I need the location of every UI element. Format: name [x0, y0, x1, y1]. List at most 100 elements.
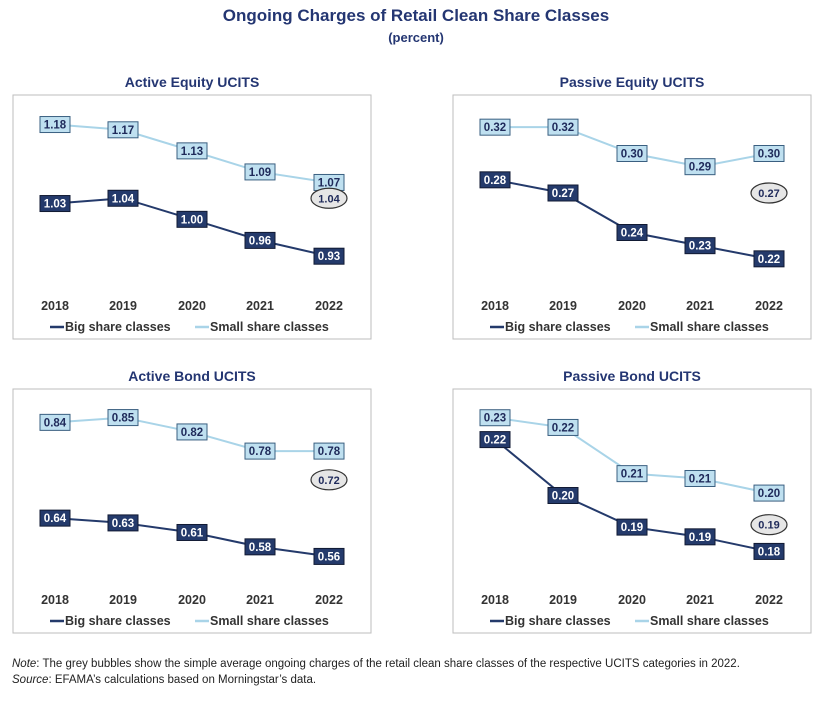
- data-label-big: 0.19: [616, 518, 648, 536]
- data-label-big: 0.61: [176, 523, 208, 541]
- data-label-box: [107, 409, 139, 427]
- data-label-text: 0.93: [318, 251, 340, 263]
- data-label-box: [244, 442, 276, 460]
- data-label-text: 0.19: [621, 522, 643, 534]
- data-label-small: 0.85: [107, 409, 139, 427]
- data-label-text: 0.23: [484, 413, 506, 425]
- x-tick-label: 2019: [109, 593, 137, 607]
- data-label-small: 1.13: [176, 142, 208, 160]
- x-tick-label: 2022: [755, 299, 783, 313]
- bubble-label: 1.04: [318, 193, 340, 205]
- data-label-text: 1.04: [112, 193, 135, 205]
- data-label-box: [39, 195, 71, 213]
- data-label-box: [107, 189, 139, 207]
- data-label-small: 0.30: [753, 145, 785, 162]
- bubble-label: 0.27: [758, 188, 779, 200]
- data-label-big: 0.27: [547, 184, 579, 202]
- data-label-box: [176, 423, 208, 441]
- data-label-box: [547, 487, 579, 505]
- data-label-small: 1.17: [107, 121, 139, 139]
- data-label-small: 0.78: [244, 442, 276, 460]
- data-label-small: 0.32: [547, 118, 579, 136]
- data-label-big: 0.24: [616, 224, 648, 241]
- data-label-box: [616, 518, 648, 536]
- data-label-small: 0.20: [753, 484, 785, 502]
- data-label-text: 0.78: [249, 446, 272, 458]
- data-label-small: 0.21: [616, 465, 648, 483]
- x-tick-label: 2021: [686, 299, 714, 313]
- bubble-shape: [310, 469, 348, 491]
- source-prefix: Source: [12, 674, 49, 686]
- average-bubble: 0.72: [310, 469, 348, 491]
- data-label-text: 0.20: [552, 491, 574, 503]
- data-label-text: 1.17: [112, 125, 134, 137]
- data-label-text: 0.58: [249, 542, 272, 554]
- data-label-big: 1.00: [176, 210, 208, 228]
- data-label-text: 0.18: [758, 546, 781, 558]
- data-label-big: 0.58: [244, 538, 276, 556]
- data-label-big: 0.22: [753, 250, 785, 268]
- data-label-big: 0.23: [684, 237, 716, 255]
- data-label-text: 0.30: [621, 149, 643, 161]
- data-label-text: 1.18: [44, 120, 67, 132]
- data-label-text: 0.22: [758, 254, 780, 266]
- average-bubble: 0.27: [750, 182, 788, 204]
- data-label-box: [547, 184, 579, 202]
- average-bubble: 0.19: [750, 514, 788, 536]
- data-label-box: [684, 528, 716, 546]
- average-bubble: 1.04: [310, 187, 348, 209]
- note-text: : The grey bubbles show the simple avera…: [36, 658, 740, 670]
- data-label-box: [176, 523, 208, 541]
- data-label-box: [616, 224, 648, 241]
- data-label-box: [479, 171, 511, 189]
- data-label-big: 1.03: [39, 195, 71, 213]
- x-tick-label: 2021: [246, 593, 274, 607]
- data-label-text: 0.21: [621, 469, 644, 481]
- data-label-box: [684, 469, 716, 487]
- x-tick-label: 2020: [178, 593, 206, 607]
- data-label-box: [313, 547, 345, 565]
- data-label-small: 0.84: [39, 413, 71, 431]
- x-tick-label: 2018: [41, 593, 69, 607]
- data-label-text: 0.32: [484, 122, 506, 134]
- x-tick-label: 2018: [481, 299, 509, 313]
- x-tick-label: 2020: [178, 299, 206, 313]
- data-label-text: 0.24: [621, 228, 644, 240]
- data-label-box: [684, 158, 716, 176]
- legend-label-small: Small share classes: [210, 320, 329, 334]
- data-label-small: 0.23: [479, 409, 511, 427]
- chart-title: Active Equity UCITS: [124, 74, 260, 90]
- data-label-box: [313, 442, 345, 460]
- legend: Big share classes Small share classes: [50, 320, 329, 334]
- data-label-text: 0.64: [44, 513, 67, 525]
- x-tick-label: 2020: [618, 299, 646, 313]
- chart-title: Passive Bond UCITS: [563, 368, 701, 384]
- data-label-text: 0.21: [689, 473, 712, 485]
- page-title: Ongoing Charges of Retail Clean Share Cl…: [222, 6, 610, 25]
- bubble-shape: [750, 182, 788, 204]
- data-label-text: 0.61: [181, 527, 204, 539]
- data-label-text: 0.82: [181, 427, 203, 439]
- note-line: Note: The grey bubbles show the simple a…: [12, 656, 740, 672]
- data-label-box: [547, 418, 579, 436]
- bubble-shape: [750, 514, 788, 536]
- data-label-big: 0.63: [107, 514, 139, 532]
- source-line: Source: EFAMA’s calculations based on Mo…: [12, 672, 740, 688]
- chart-active-equity: 1.18 1.17 1.13 1.09 1.07 1.03 1.04 1.00 0.96 0.93…: [12, 94, 372, 340]
- x-tick-label: 2022: [315, 299, 343, 313]
- data-label-small: 0.82: [176, 423, 208, 441]
- data-label-big: 0.56: [313, 547, 345, 565]
- note-prefix: Note: [12, 658, 37, 670]
- data-label-box: [244, 163, 276, 181]
- chart-passive-bond: 0.23 0.22 0.21 0.21 0.20 0.22 0.20 0.19 0.19 0.18…: [452, 388, 812, 634]
- chart-active-bond: 0.84 0.85 0.82 0.78 0.78 0.64 0.63 0.61 0.58 0.56…: [12, 388, 372, 634]
- legend-label-small: Small share classes: [650, 320, 769, 334]
- data-label-box: [753, 542, 785, 560]
- data-label-small: 0.29: [684, 158, 716, 176]
- x-tick-label: 2019: [549, 299, 577, 313]
- data-label-small: 0.30: [616, 145, 648, 162]
- data-label-box: [39, 509, 71, 527]
- data-label-big: 0.64: [39, 509, 71, 527]
- data-label-big: 0.96: [244, 231, 276, 249]
- data-label-text: 0.22: [484, 435, 506, 447]
